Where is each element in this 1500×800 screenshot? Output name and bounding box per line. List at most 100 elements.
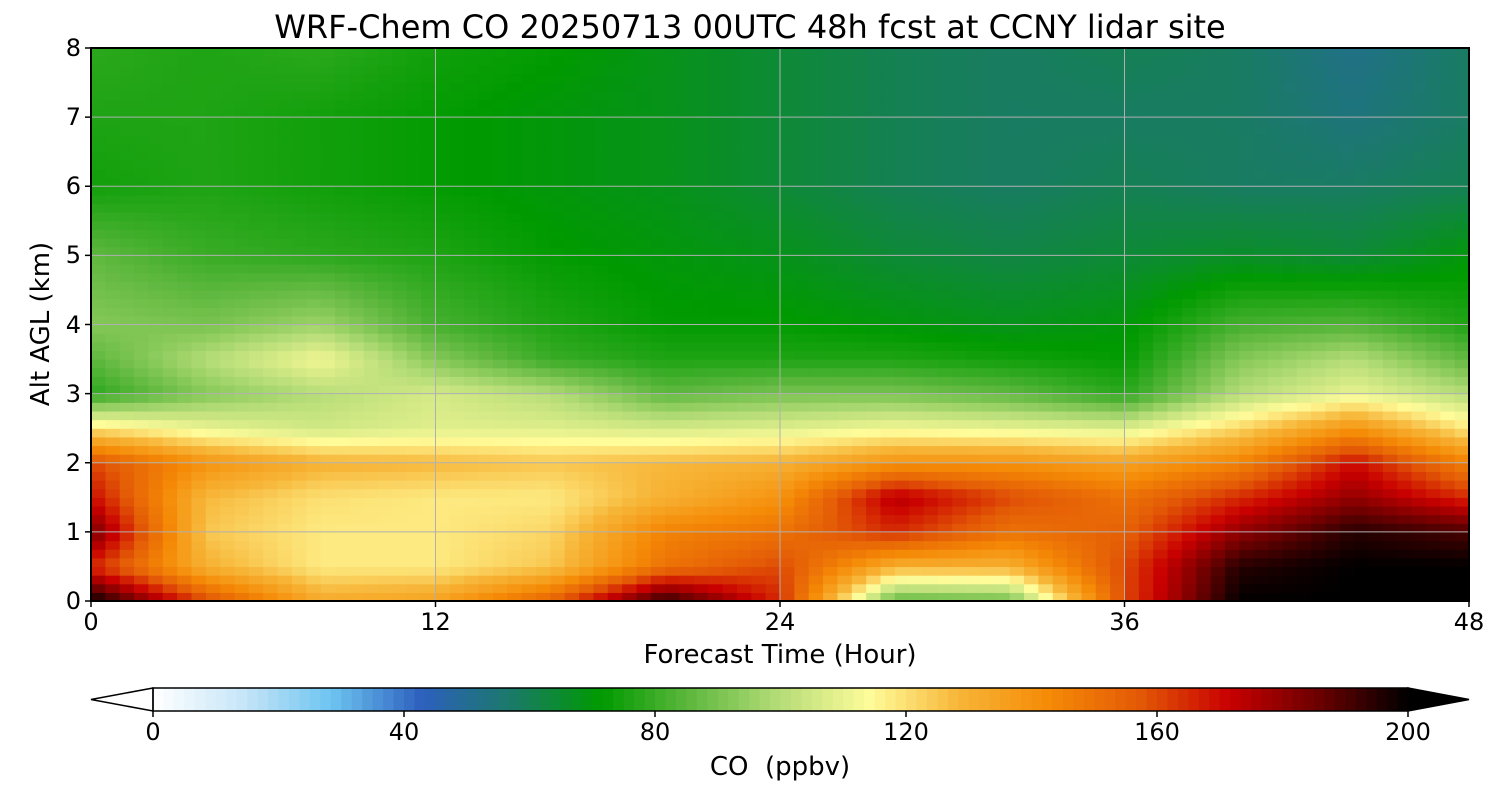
heatmap-cell	[1325, 540, 1341, 550]
heatmap-cell	[363, 557, 379, 568]
heatmap-cell	[1339, 557, 1355, 568]
heatmap-cell	[191, 436, 207, 447]
heatmap-cell	[1210, 402, 1226, 412]
heatmap-cell	[335, 454, 350, 464]
heatmap-cell	[894, 445, 910, 455]
heatmap-cell	[234, 592, 250, 601]
heatmap-cell	[564, 367, 580, 377]
heatmap-cell	[765, 557, 781, 568]
heatmap-cell	[636, 367, 652, 377]
heatmap-cell	[1253, 488, 1269, 498]
heatmap-cell	[794, 186, 810, 196]
heatmap-cell	[1282, 497, 1298, 507]
heatmap-cell	[851, 359, 867, 369]
heatmap-cell	[205, 410, 221, 421]
heatmap-cell	[105, 246, 121, 256]
heatmap-cell	[234, 151, 250, 161]
heatmap-cell	[1052, 264, 1068, 274]
heatmap-cell	[665, 151, 681, 161]
heatmap-cell	[909, 505, 925, 516]
heatmap-cell	[1167, 177, 1183, 187]
heatmap-cell	[636, 592, 652, 601]
heatmap-cell	[1253, 177, 1269, 187]
heatmap-cell	[550, 194, 566, 205]
heatmap-cell	[866, 419, 882, 429]
heatmap-cell	[1454, 393, 1469, 403]
heatmap-cell	[378, 419, 394, 429]
heatmap-cell	[722, 281, 738, 291]
heatmap-cell	[593, 333, 609, 343]
heatmap-cell	[966, 575, 982, 585]
heatmap-cell	[995, 324, 1011, 334]
heatmap-cell	[363, 531, 379, 542]
heatmap-cell	[277, 367, 293, 377]
heatmap-cell	[306, 281, 322, 291]
heatmap-cell	[1440, 419, 1456, 429]
heatmap-cell	[851, 238, 867, 248]
heatmap-cell	[291, 186, 307, 196]
heatmap-cell	[421, 480, 437, 490]
heatmap-cell	[995, 488, 1011, 498]
heatmap-cell	[406, 160, 422, 170]
heatmap-cell	[1196, 540, 1212, 550]
heatmap-cell	[507, 272, 523, 282]
heatmap-cell	[1397, 238, 1413, 248]
heatmap-cell	[1067, 402, 1083, 412]
heatmap-cell	[1153, 488, 1169, 498]
heatmap-cell	[909, 324, 925, 334]
heatmap-cell	[392, 186, 408, 196]
heatmap-cell	[248, 333, 264, 343]
heatmap-cell	[234, 410, 250, 421]
heatmap-cell	[708, 376, 724, 386]
heatmap-cell	[794, 333, 810, 343]
heatmap-cell	[937, 419, 953, 429]
heatmap-cell	[191, 471, 207, 481]
heatmap-cell	[909, 393, 925, 403]
heatmap-cell	[1110, 246, 1126, 256]
heatmap-cell	[306, 436, 322, 447]
heatmap-cell	[478, 160, 494, 170]
heatmap-cell	[291, 203, 307, 213]
heatmap-cell	[622, 367, 638, 377]
heatmap-cell	[1253, 350, 1269, 360]
heatmap-cell	[363, 203, 379, 213]
heatmap-cell	[1124, 505, 1140, 516]
heatmap-cell	[980, 264, 996, 274]
heatmap-cell	[162, 350, 178, 360]
heatmap-cell	[722, 151, 738, 161]
heatmap-cell	[435, 402, 451, 412]
heatmap-cell	[291, 428, 307, 438]
heatmap-cell	[1397, 531, 1413, 542]
heatmap-cell	[966, 350, 982, 360]
heatmap-cell	[1052, 514, 1068, 524]
heatmap-cell	[1411, 471, 1427, 481]
heatmap-cell	[1253, 523, 1269, 533]
heatmap-cell	[435, 272, 451, 282]
heatmap-cell	[435, 177, 451, 187]
heatmap-cell	[449, 393, 465, 403]
heatmap-cell	[650, 514, 666, 524]
heatmap-cell	[134, 410, 150, 421]
heatmap-cell	[1038, 212, 1054, 222]
heatmap-cell	[134, 307, 150, 317]
heatmap-cell	[823, 471, 839, 481]
heatmap-cell	[435, 523, 451, 533]
heatmap-cell	[1296, 393, 1312, 403]
heatmap-cell	[1081, 341, 1097, 352]
heatmap-cell	[1368, 246, 1384, 256]
heatmap-cell	[435, 298, 451, 308]
heatmap-cell	[894, 203, 910, 213]
heatmap-cell	[1067, 194, 1083, 205]
heatmap-cell	[234, 212, 250, 222]
heatmap-cell	[952, 315, 968, 326]
heatmap-cell	[248, 505, 264, 516]
heatmap-cell	[320, 575, 336, 585]
heatmap-cell	[335, 428, 350, 438]
heatmap-cell	[349, 376, 365, 386]
heatmap-cell	[1167, 462, 1183, 472]
heatmap-cell	[837, 281, 853, 291]
heatmap-cell	[894, 194, 910, 205]
heatmap-cell	[1124, 497, 1140, 507]
heatmap-cell	[579, 203, 594, 213]
